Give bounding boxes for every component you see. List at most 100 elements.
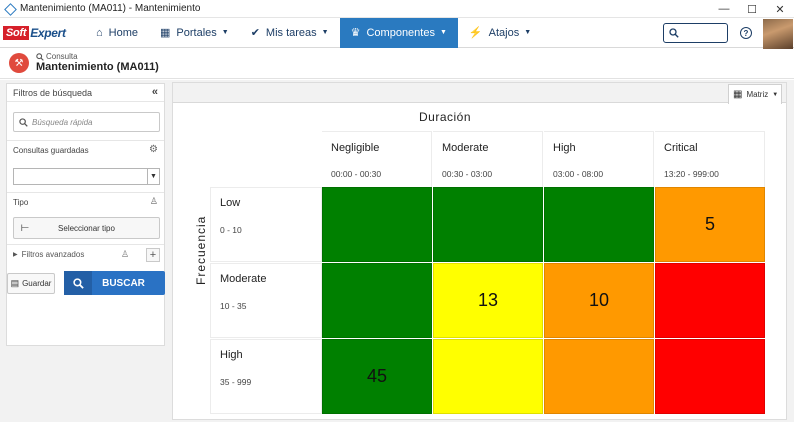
row-range: 10 - 35 [220, 301, 247, 311]
nav-item-label: Portales [176, 26, 217, 39]
nav-item-home[interactable]: ⌂ Home [85, 18, 149, 48]
search-icon [64, 271, 92, 295]
matrix-cell[interactable] [544, 187, 654, 262]
filter-box: Filtros de búsqueda « Búsqueda rápida Co… [6, 83, 165, 346]
check-icon: ✔ [250, 27, 260, 39]
matrix-cell[interactable] [322, 263, 432, 338]
bolt-icon: ⚡ [468, 27, 483, 39]
grid-icon: ▦ [160, 27, 171, 39]
filter-header: Filtros de búsqueda « [7, 84, 164, 102]
main-panel: ▦ Matriz ▼ Duración Frecuencia Negligibl… [172, 80, 794, 422]
column-header: Critical 13:20 - 999:00 [655, 131, 765, 187]
filter-panel: Filtros de búsqueda « Búsqueda rápida Co… [0, 80, 172, 422]
search-button[interactable]: BUSCAR [64, 271, 165, 295]
column-header: Negligible 00:00 - 00:30 [322, 131, 432, 187]
tree-icon: ⊢ [20, 222, 30, 234]
add-filter-button[interactable]: + [146, 248, 160, 262]
nav-item-componentes[interactable]: ♛ Componentes ▼ [339, 17, 458, 48]
close-button[interactable]: ✕ [775, 3, 785, 16]
view-selector[interactable]: ▦ Matriz ▼ [728, 84, 782, 104]
row-header: High 35 - 999 [210, 339, 322, 414]
column-header: Moderate 00:30 - 03:00 [433, 131, 543, 187]
saved-queries-select[interactable]: ▼ [13, 168, 160, 185]
matrix-cell[interactable]: 10 [544, 263, 654, 338]
matrix-cell[interactable] [544, 339, 654, 414]
matrix-cell[interactable] [433, 339, 543, 414]
nav-item-atajos[interactable]: ⚡ Atajos ▼ [458, 18, 542, 48]
axis-x-title: Duración [419, 110, 472, 124]
row-header: Low 0 - 10 [210, 187, 322, 262]
chevron-down-icon: ▼ [524, 29, 532, 36]
maximize-button[interactable]: ☐ [747, 3, 757, 16]
axis-y-title: Frecuencia [194, 215, 208, 285]
chevron-down-icon: ▼ [772, 91, 779, 98]
saved-queries-label: Consultas guardadas [13, 146, 89, 155]
broom-icon[interactable]: ♙ [121, 249, 130, 259]
column-name: Negligible [331, 142, 380, 154]
nav-item-mis-tareas[interactable]: ✔ Mis tareas ▼ [240, 18, 340, 48]
type-label: Tipo [13, 198, 29, 207]
matrix-cell[interactable]: 5 [655, 187, 765, 262]
gear-icon[interactable]: ⚙ [149, 144, 158, 155]
app-icon [5, 4, 15, 14]
matrix-cell[interactable]: 45 [322, 339, 432, 414]
help-button[interactable]: ? [740, 27, 752, 39]
column-name: Critical [664, 142, 698, 154]
page-header: ⚒ Consulta Mantenimiento (MA011) [0, 49, 794, 79]
view-toolbar: ▦ Matriz ▼ [173, 83, 786, 104]
nav-item-label: Atajos [488, 26, 520, 39]
home-icon: ⌂ [96, 26, 103, 39]
matrix-card: ▦ Matriz ▼ Duración Frecuencia Negligibl… [172, 82, 787, 420]
global-search-input[interactable] [663, 23, 728, 43]
search-icon [19, 117, 28, 127]
matrix-cell[interactable] [655, 339, 765, 414]
row-name: High [220, 349, 243, 361]
save-button[interactable]: ▤ Guardar [7, 273, 55, 294]
row-header: Moderate 10 - 35 [210, 263, 322, 338]
top-nav: Soft Expert ⌂ Home ▦ Portales ▼ ✔ Mis tareas ▼ ♛… [0, 17, 794, 48]
window-controls: — ☐ ✕ [710, 0, 794, 18]
broom-icon[interactable]: ♙ [149, 196, 158, 206]
divider [7, 140, 164, 141]
window-title: Mantenimiento (MA011) - Mantenimiento [20, 3, 201, 14]
chevron-down-icon: ▼ [439, 29, 447, 36]
divider [7, 244, 164, 245]
chevron-down-icon: ▼ [221, 29, 229, 36]
quick-search-input[interactable]: Búsqueda rápida [13, 112, 160, 132]
matrix-cell[interactable] [322, 187, 432, 262]
column-range: 13:20 - 999:00 [664, 169, 719, 179]
row-name: Moderate [220, 273, 267, 285]
matrix-cell[interactable]: 13 [433, 263, 543, 338]
column-range: 00:00 - 00:30 [331, 169, 382, 179]
search-icon [669, 28, 679, 38]
table-icon: ▦ [733, 89, 743, 100]
hammer-icon: ⚒ [9, 53, 29, 73]
nav-item-label: Home [108, 26, 138, 39]
matrix-cell[interactable] [655, 263, 765, 338]
search-icon [36, 52, 44, 61]
trophy-icon: ♛ [350, 27, 361, 39]
divider [7, 192, 164, 193]
save-icon: ▤ [10, 278, 20, 288]
row-range: 0 - 10 [220, 225, 242, 235]
avatar[interactable] [763, 19, 793, 49]
column-name: Moderate [442, 142, 489, 154]
window-titlebar: Mantenimiento (MA011) - Mantenimiento — … [0, 0, 794, 18]
chevron-down-icon: ▼ [321, 29, 329, 36]
row-name: Low [220, 197, 241, 209]
column-range: 03:00 - 08:00 [553, 169, 604, 179]
collapse-icon[interactable]: « [151, 86, 158, 98]
nav-item-label: Mis tareas [265, 26, 317, 39]
advanced-filters-toggle[interactable]: ▶ Filtros avanzados [13, 250, 85, 259]
matrix-cell[interactable] [433, 187, 543, 262]
column-range: 00:30 - 03:00 [442, 169, 493, 179]
select-type-button[interactable]: ⊢ Seleccionar tipo [13, 217, 160, 239]
nav-item-portales[interactable]: ▦ Portales ▼ [149, 18, 240, 48]
softexpert-logo[interactable]: Soft Expert [3, 24, 79, 42]
chevron-down-icon: ▼ [147, 169, 159, 184]
chevron-right-icon: ▶ [13, 252, 18, 258]
minimize-button[interactable]: — [718, 3, 730, 15]
breadcrumb[interactable]: Consulta [36, 52, 78, 61]
nav-item-label: Componentes [366, 26, 435, 39]
row-range: 35 - 999 [220, 377, 252, 387]
